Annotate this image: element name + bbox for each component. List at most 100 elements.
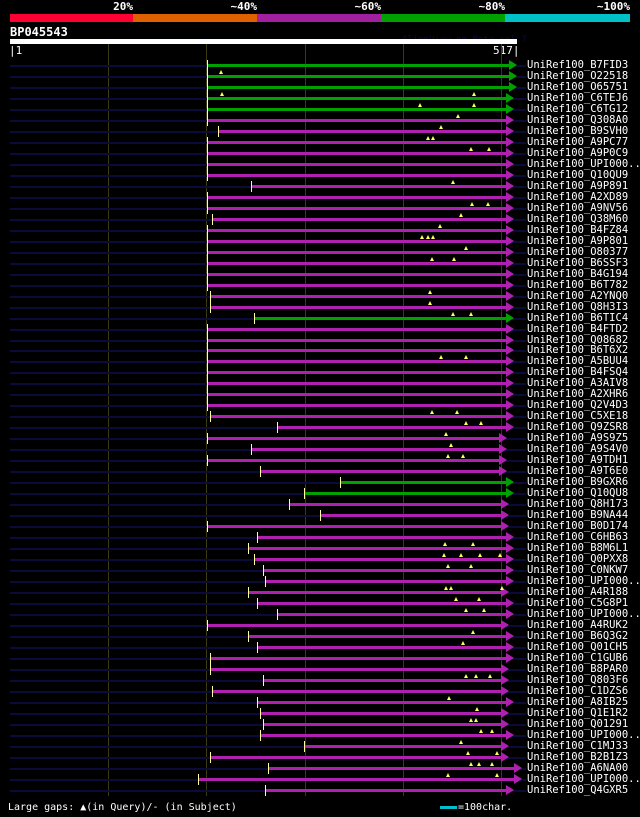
hit-label[interactable]: UniRef100_A9P0C9 bbox=[527, 146, 629, 159]
alignment-row[interactable]: UniRef100_C6HB63 bbox=[0, 531, 640, 544]
hit-label[interactable]: UniRef100_O22518 bbox=[527, 69, 629, 82]
hit-label[interactable]: UniRef100_B4FTD2 bbox=[527, 322, 629, 335]
alignment-row[interactable]: UniRef100_O80377 bbox=[0, 245, 640, 258]
alignment-row[interactable]: UniRef100_A4R188 bbox=[0, 586, 640, 599]
hit-label[interactable]: UniRef100_Q0PXX8 bbox=[527, 553, 629, 566]
hit-bar[interactable] bbox=[206, 151, 508, 155]
hit-bar[interactable] bbox=[206, 250, 508, 254]
hit-bar[interactable] bbox=[206, 239, 508, 243]
alignment-row[interactable]: UniRef100_O65751 bbox=[0, 81, 640, 93]
hit-label[interactable]: UniRef100_C1MJ33 bbox=[527, 739, 629, 752]
alignment-row[interactable]: UniRef100_B6TIC4 bbox=[0, 311, 640, 324]
hit-bar[interactable] bbox=[268, 766, 516, 770]
alignment-row[interactable]: UniRef100_A2XHR6 bbox=[0, 388, 640, 401]
hit-label[interactable]: UniRef100_B6T6X2 bbox=[527, 344, 629, 357]
alignment-row[interactable]: UniRef100_Q9ZSR8 bbox=[0, 421, 640, 434]
alignment-row[interactable]: UniRef100_UPI000.. bbox=[0, 608, 640, 620]
hit-label[interactable]: UniRef100_B7FID3 bbox=[527, 59, 629, 71]
hit-bar[interactable] bbox=[250, 184, 508, 188]
hit-bar[interactable] bbox=[303, 744, 503, 748]
hit-label[interactable]: UniRef100_B2B1Z3 bbox=[527, 750, 629, 763]
hit-label[interactable]: UniRef100_Q4GXR5 bbox=[527, 783, 629, 796]
hit-bar[interactable] bbox=[206, 360, 508, 364]
hit-bar[interactable] bbox=[206, 382, 508, 386]
hit-bar[interactable] bbox=[197, 777, 516, 781]
alignment-row[interactable]: UniRef100_UPI000.. bbox=[0, 575, 640, 588]
hit-label[interactable]: UniRef100_UPI000.. bbox=[527, 772, 640, 785]
hit-bar[interactable] bbox=[262, 569, 508, 573]
alignment-row[interactable]: UniRef100_UPI000.. bbox=[0, 728, 640, 741]
hit-bar[interactable] bbox=[277, 426, 508, 430]
alignment-row[interactable]: UniRef100_Q2V4D3 bbox=[0, 399, 640, 412]
hit-label[interactable]: UniRef100_B8M6L1 bbox=[527, 542, 629, 555]
hit-bar[interactable] bbox=[253, 316, 508, 320]
alignment-row[interactable]: UniRef100_A9S9Z5 bbox=[0, 432, 640, 445]
hit-bar[interactable] bbox=[256, 536, 508, 540]
hit-label[interactable]: UniRef100_A9P891 bbox=[527, 179, 629, 192]
hit-label[interactable]: UniRef100_C6TEJ6 bbox=[527, 91, 629, 104]
alignment-row[interactable]: UniRef100_C5G8P1 bbox=[0, 597, 640, 610]
hit-label[interactable]: UniRef100_B6Q3G2 bbox=[527, 629, 629, 642]
alignment-row[interactable]: UniRef100_C1MJ33 bbox=[0, 739, 640, 752]
hit-label[interactable]: UniRef100_O80377 bbox=[527, 245, 629, 258]
hit-bar[interactable] bbox=[206, 74, 511, 78]
hit-bar[interactable] bbox=[206, 623, 503, 627]
alignment-row[interactable]: UniRef100_C6TEJ6 bbox=[0, 91, 640, 104]
hit-bar[interactable] bbox=[319, 514, 503, 518]
alignment-row[interactable]: UniRef100_Q10QU9 bbox=[0, 169, 640, 181]
hit-label[interactable]: UniRef100_A9P801 bbox=[527, 234, 629, 247]
hit-bar[interactable] bbox=[277, 613, 508, 616]
alignment-row[interactable]: UniRef100_A9TDH1 bbox=[0, 454, 640, 467]
hit-bar[interactable] bbox=[262, 722, 503, 726]
alignment-row[interactable]: UniRef100_Q8H173 bbox=[0, 498, 640, 511]
hit-label[interactable]: UniRef100_UPI000.. bbox=[527, 608, 640, 620]
hit-bar[interactable] bbox=[265, 788, 508, 792]
hit-bar[interactable] bbox=[206, 371, 508, 375]
alignment-row[interactable]: UniRef100_B6T6X2 bbox=[0, 344, 640, 357]
hit-bar[interactable] bbox=[340, 481, 508, 485]
hit-bar[interactable] bbox=[206, 283, 508, 287]
hit-bar[interactable] bbox=[206, 338, 508, 342]
hit-label[interactable]: UniRef100_A8IB25 bbox=[527, 695, 629, 708]
hit-bar[interactable] bbox=[206, 404, 508, 408]
hit-bar[interactable] bbox=[256, 602, 508, 606]
hit-bar[interactable] bbox=[210, 305, 508, 309]
alignment-row[interactable]: UniRef100_Q8H3I3 bbox=[0, 300, 640, 313]
hit-label[interactable]: UniRef100_B4FZ84 bbox=[527, 223, 629, 236]
alignment-row[interactable]: UniRef100_B7FID3 bbox=[0, 59, 640, 71]
alignment-row[interactable]: UniRef100_A2XD89 bbox=[0, 190, 640, 203]
hit-bar[interactable] bbox=[250, 448, 501, 452]
hit-bar[interactable] bbox=[210, 667, 503, 671]
alignment-row[interactable]: UniRef100_B4FTD2 bbox=[0, 322, 640, 335]
hit-label[interactable]: UniRef100_A9S9Z5 bbox=[527, 432, 629, 445]
hit-label[interactable]: UniRef100_B0D174 bbox=[527, 520, 629, 533]
hit-bar[interactable] bbox=[206, 349, 508, 353]
hit-bar[interactable] bbox=[206, 272, 508, 276]
hit-label[interactable]: UniRef100_UPI000.. bbox=[527, 575, 640, 588]
hit-bar[interactable] bbox=[212, 689, 503, 693]
alignment-row[interactable]: UniRef100_Q0PXX8 bbox=[0, 553, 640, 566]
alignment-row[interactable]: UniRef100_Q1E1R2 bbox=[0, 706, 640, 719]
hit-label[interactable]: UniRef100_A2XHR6 bbox=[527, 388, 629, 401]
alignment-row[interactable]: UniRef100_B4FZ84 bbox=[0, 223, 640, 236]
alignment-row[interactable]: UniRef100_Q308A0 bbox=[0, 113, 640, 126]
hit-bar[interactable] bbox=[206, 85, 511, 89]
alignment-row[interactable]: UniRef100_B9SVH0 bbox=[0, 124, 640, 137]
hit-label[interactable]: UniRef100_B4FSQ4 bbox=[527, 366, 629, 379]
hit-bar[interactable] bbox=[247, 591, 503, 595]
alignment-row[interactable]: UniRef100_Q01291 bbox=[0, 717, 640, 730]
hit-label[interactable]: UniRef100_A2XD89 bbox=[527, 190, 629, 203]
hit-label[interactable]: UniRef100_B6TIC4 bbox=[527, 311, 629, 324]
hit-bar[interactable] bbox=[206, 393, 508, 397]
alignment-row[interactable]: UniRef100_Q38M60 bbox=[0, 212, 640, 225]
alignment-row[interactable]: UniRef100_B6SSF3 bbox=[0, 256, 640, 269]
hit-bar[interactable] bbox=[206, 206, 508, 210]
hit-bar[interactable] bbox=[212, 217, 508, 221]
hit-label[interactable]: UniRef100_Q1E1R2 bbox=[527, 706, 629, 719]
alignment-row[interactable]: UniRef100_C6TG12 bbox=[0, 102, 640, 115]
hit-label[interactable]: UniRef100_C5XE18 bbox=[527, 410, 629, 423]
hit-label[interactable]: UniRef100_Q8H3I3 bbox=[527, 300, 629, 313]
hit-label[interactable]: UniRef100_B9SVH0 bbox=[527, 124, 629, 137]
hit-label[interactable]: UniRef100_Q10QU8 bbox=[527, 487, 629, 500]
hit-label[interactable]: UniRef100_Q9ZSR8 bbox=[527, 421, 629, 434]
